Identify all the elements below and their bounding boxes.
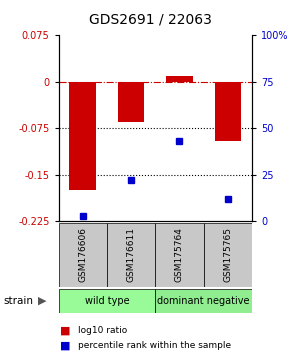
Bar xyxy=(58,223,107,287)
Text: GSM175764: GSM175764 xyxy=(175,227,184,282)
Text: GSM176606: GSM176606 xyxy=(78,227,87,282)
Text: strain: strain xyxy=(3,296,33,306)
Text: dominant negative: dominant negative xyxy=(158,296,250,306)
Text: percentile rank within the sample: percentile rank within the sample xyxy=(78,341,231,350)
Bar xyxy=(118,82,144,122)
Text: GSM175765: GSM175765 xyxy=(223,227,232,282)
Bar xyxy=(155,223,204,287)
Bar xyxy=(204,223,252,287)
Bar xyxy=(166,76,193,82)
Text: GDS2691 / 22063: GDS2691 / 22063 xyxy=(88,12,212,27)
Bar xyxy=(214,82,241,141)
Text: ■: ■ xyxy=(60,340,70,350)
Text: ■: ■ xyxy=(60,326,70,336)
Text: log10 ratio: log10 ratio xyxy=(78,326,127,336)
Text: GSM176611: GSM176611 xyxy=(127,227,136,282)
Bar xyxy=(69,82,96,190)
Text: wild type: wild type xyxy=(85,296,129,306)
Bar xyxy=(58,289,155,313)
Bar xyxy=(107,223,155,287)
Bar xyxy=(155,289,252,313)
Text: ▶: ▶ xyxy=(38,296,46,306)
